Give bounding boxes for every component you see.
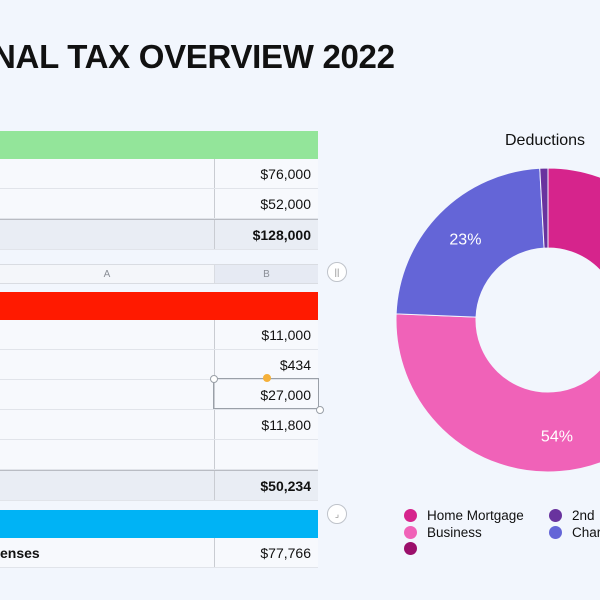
cell-b[interactable]: $52,000 [260, 195, 311, 212]
data-label: 23% [449, 232, 481, 249]
cell-a[interactable] [0, 220, 215, 249]
total-row[interactable]: $128,000 [0, 219, 318, 250]
cell-b[interactable]: $11,000 [261, 326, 311, 343]
legend-item-2nd[interactable]: 2nd [549, 508, 595, 523]
pause-icon: || [334, 267, 340, 277]
cell-a[interactable] [0, 380, 215, 409]
selection-handle[interactable] [316, 406, 324, 414]
legend-swatch [404, 526, 417, 539]
selection-handle[interactable] [263, 374, 271, 382]
corner-icon: ⌟ [334, 508, 340, 519]
legend-swatch [549, 509, 562, 522]
cell-b[interactable]: $434 [279, 356, 311, 373]
deductions-header-band[interactable] [0, 292, 318, 320]
cell-a[interactable] [0, 189, 215, 218]
cell-a[interactable] [0, 440, 215, 469]
column-header-b[interactable]: B [215, 265, 318, 283]
cell-a[interactable] [0, 159, 215, 188]
column-header-a[interactable]: A [0, 265, 215, 283]
legend-swatch [404, 509, 417, 522]
cell-a[interactable] [0, 320, 215, 349]
income-total[interactable]: $128,000 [252, 226, 311, 243]
table-row[interactable] [0, 440, 318, 470]
expenses-table[interactable]: enses $77,766 [0, 510, 318, 568]
expenses-label: enses [0, 544, 40, 561]
column-headers: A B [0, 264, 318, 284]
resize-table-handle[interactable]: ⌟ [327, 504, 347, 524]
legend-label: 2nd [572, 508, 595, 523]
income-header-band[interactable] [0, 131, 318, 159]
cell-b[interactable]: $27,000 [260, 386, 311, 403]
deductions-table[interactable]: $11,000 $434 $27,000 $11,800 $50,234 [0, 292, 318, 501]
legend-label: Business [427, 525, 482, 540]
expenses-header-band[interactable] [0, 510, 318, 538]
cell-a[interactable]: enses [0, 538, 215, 567]
table-row[interactable]: $52,000 [0, 189, 318, 219]
deductions-total[interactable]: $50,234 [260, 477, 311, 494]
legend-swatch [404, 542, 417, 555]
chart-title: Deductions [505, 132, 586, 149]
chart-legend: Home Mortgage 2nd Business Char [404, 508, 600, 558]
cell-a[interactable] [0, 350, 215, 379]
cell-b[interactable]: $11,800 [261, 416, 311, 433]
legend-item-home-mortgage[interactable]: Home Mortgage [404, 508, 524, 523]
table-row[interactable]: enses $77,766 [0, 538, 318, 568]
legend-swatch [549, 526, 562, 539]
cell-b[interactable]: $76,000 [260, 165, 311, 182]
table-row[interactable]: $11,000 [0, 320, 318, 350]
legend-item-other[interactable] [404, 542, 427, 555]
table-row[interactable]: $76,000 [0, 159, 318, 189]
donut-slice-home-mortgage[interactable] [547, 167, 600, 306]
add-column-handle[interactable]: || [327, 262, 347, 282]
legend-item-business[interactable]: Business [404, 525, 482, 540]
table-row[interactable]: $27,000 [0, 380, 318, 410]
table-row[interactable]: $11,800 [0, 410, 318, 440]
legend-label: Home Mortgage [427, 508, 524, 523]
cell-a[interactable] [0, 471, 215, 500]
page-title: NAL TAX OVERVIEW 2022 [0, 38, 395, 75]
donut-slice-business[interactable] [395, 291, 600, 473]
total-row[interactable]: $50,234 [0, 470, 318, 501]
legend-item-charitable[interactable]: Char [549, 525, 600, 540]
legend-label: Char [572, 525, 600, 540]
income-table[interactable]: $76,000 $52,000 $128,000 [0, 131, 318, 250]
donut-slice-2nd[interactable] [539, 167, 549, 249]
data-label: 54% [541, 429, 573, 446]
selection-handle[interactable] [210, 375, 218, 383]
cell-b[interactable]: $77,766 [260, 544, 311, 561]
donut-slice-charitable[interactable] [395, 167, 545, 318]
cell-a[interactable] [0, 410, 215, 439]
